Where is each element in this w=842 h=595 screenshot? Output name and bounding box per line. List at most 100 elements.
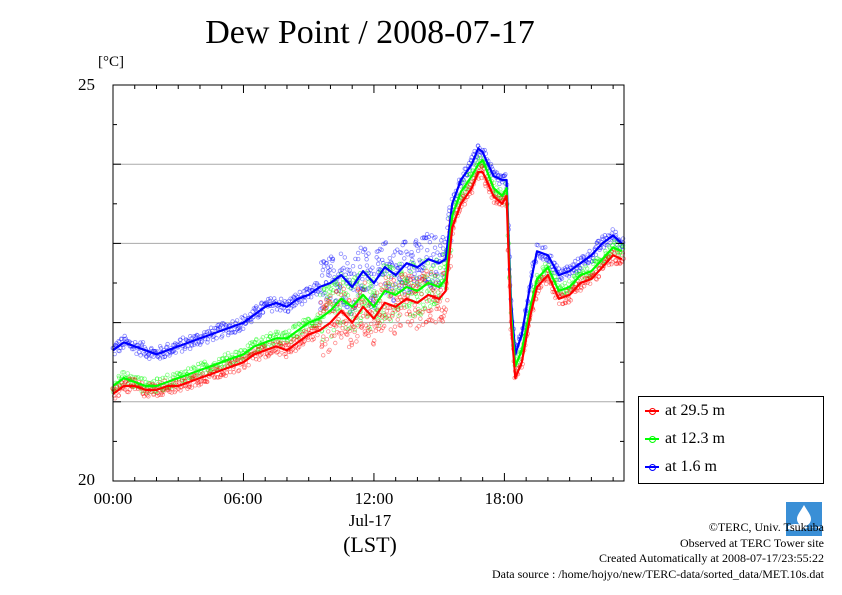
scatter-point [395, 265, 400, 271]
scatter-point [125, 371, 130, 376]
scatter-point [596, 274, 602, 280]
scatter-point [245, 343, 251, 348]
scatter-point [604, 256, 609, 262]
scatter-point [230, 329, 235, 335]
scatter-point [328, 301, 334, 307]
scatter-point [322, 304, 327, 309]
scatter-point [600, 234, 605, 239]
scatter-point [117, 340, 122, 345]
scatter-point [190, 375, 195, 380]
scatter-point [383, 280, 388, 286]
scatter-point [345, 267, 350, 272]
scatter-point [566, 300, 571, 305]
scatter-point [372, 338, 377, 343]
scatter-point [204, 329, 210, 335]
scatter-point [220, 356, 226, 361]
scatter-point [389, 262, 395, 268]
scatter-point [617, 260, 623, 266]
scatter-point [410, 283, 415, 289]
scatter-point [544, 258, 550, 263]
scatter-point [368, 267, 373, 272]
scatter-point [266, 352, 271, 358]
scatter-point [362, 332, 368, 337]
scatter-point [494, 170, 500, 175]
scatter-point [191, 334, 196, 339]
grid-lines [113, 163, 624, 403]
scatter-point [466, 161, 472, 166]
scatter-point [154, 376, 160, 381]
scatter-point [187, 346, 193, 352]
scatter-point [274, 307, 280, 312]
series-lines [112, 147, 623, 395]
scatter-point [418, 267, 423, 273]
scatter-point [336, 319, 341, 325]
scatter-point [397, 294, 403, 300]
scatter-point [216, 375, 221, 380]
scatter-point [334, 289, 339, 294]
scatter-point [433, 269, 439, 275]
scatter-point [534, 242, 540, 248]
scatter-point [193, 334, 199, 340]
scatter-point [492, 169, 498, 175]
scatter-point [149, 380, 155, 385]
scatter-point [249, 319, 254, 325]
scatter-point [411, 275, 416, 280]
scatter-point [165, 341, 170, 347]
scatter-point [404, 278, 410, 284]
scatter-point [169, 390, 174, 395]
scatter-point [593, 276, 599, 282]
scatter-point [594, 240, 600, 246]
scatter-point [326, 329, 331, 334]
scatter-point [362, 280, 368, 285]
scatter-point [377, 312, 383, 318]
scatter-point [562, 266, 568, 271]
scatter-point [598, 262, 603, 268]
scatter-point [293, 323, 298, 328]
scatter-point [405, 292, 410, 298]
scatter-point [579, 275, 585, 280]
scatter-point [240, 316, 246, 321]
scatter-point [395, 307, 401, 313]
scatter-point [288, 306, 294, 311]
scatter-point [366, 279, 371, 284]
scatter-point [428, 271, 433, 276]
scatter-point [419, 277, 425, 282]
scatter-point [326, 349, 331, 354]
credit-source: Data source : /home/hojyo/new/TERC-data/… [491, 566, 824, 581]
scatter-point [412, 282, 417, 288]
scatter-point [311, 325, 317, 330]
scatter-point [372, 290, 377, 296]
scatter-point [406, 273, 412, 279]
scatter-point [323, 341, 328, 347]
scatter-point [402, 239, 408, 244]
scatter-point [332, 310, 338, 315]
scatter-point [384, 285, 389, 290]
scatter-point [439, 308, 445, 313]
scatter-point [416, 310, 421, 316]
scatter-point [183, 344, 188, 350]
scatter-point [429, 277, 435, 283]
scatter-point [434, 306, 439, 312]
scatter-point [430, 318, 435, 323]
scatter-point [418, 316, 423, 321]
scatter-point [321, 334, 326, 339]
scatter-point [430, 287, 436, 292]
scatter-point [424, 231, 430, 237]
scatter-point [614, 261, 620, 266]
scatter-point [189, 385, 194, 390]
scatter-point [196, 380, 202, 385]
scatter-point [583, 264, 588, 269]
scatter-point [379, 318, 385, 324]
scatter-point [203, 370, 209, 376]
scatter-point [295, 334, 300, 339]
scatter-point [267, 334, 273, 339]
scatter-point [253, 340, 258, 345]
scatter-point [198, 379, 203, 384]
scatter-point [326, 284, 331, 290]
scatter-point [311, 336, 317, 341]
scatter-point [306, 287, 312, 292]
scatter-point [331, 322, 337, 327]
scatter-point [374, 249, 380, 254]
scatter-point [389, 286, 395, 292]
scatter-point [364, 253, 369, 258]
